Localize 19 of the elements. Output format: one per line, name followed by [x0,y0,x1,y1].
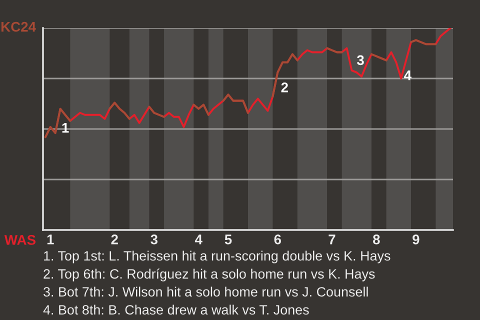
text: 3. Bot 7th: J. Wilson hit a solo home run vs J. Counsell [44,286,368,297]
annotation: 3 [356,55,364,66]
x-tick-label: 3 [150,234,158,244]
text: WAS [4,235,36,245]
x-tick-label: 8 [373,234,380,244]
x-tick-label: 1 [47,234,54,244]
x-tick-label: 2 [111,234,118,244]
x-tick-label: 7 [328,234,336,244]
annotation: 1 [62,123,69,133]
x-tick-label: 5 [224,234,232,244]
text: 1. Top 1st: L. Theissen hit a run-scoring double vs K. Hays [44,250,390,264]
x-tick-label: 9 [412,234,420,244]
annotation: 2 [281,82,288,92]
x-tick-label: 6 [274,234,281,244]
text: 4. Bot 8th: B. Chase drew a walk vs T. Jones [43,304,309,315]
annotation: 4 [404,70,412,80]
x-tick-label: 4 [194,234,202,244]
text: 2. Top 6th: C. Rodríguez hit a solo home run vs K. Hays [44,268,375,282]
text: KC24 [1,22,36,32]
